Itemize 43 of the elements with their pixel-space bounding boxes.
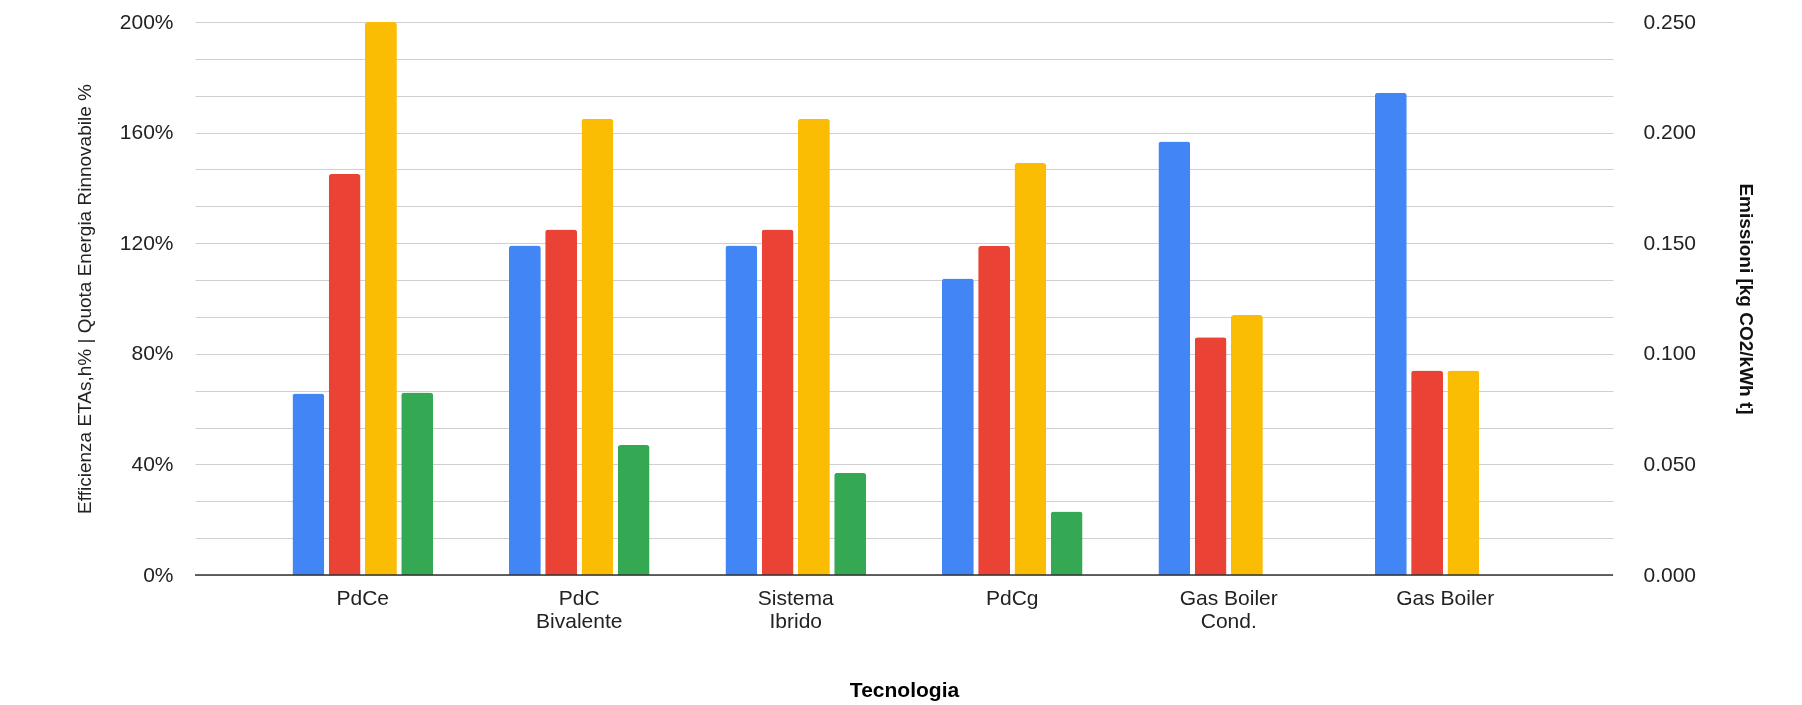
- y2-tick-label: 0.050: [1643, 451, 1697, 475]
- bar: [401, 392, 434, 575]
- bar: [1374, 92, 1407, 575]
- bar: [1194, 337, 1227, 575]
- bar: [364, 22, 397, 575]
- y-tick-label: 120%: [119, 230, 174, 254]
- y2-axis-title: Emissioni [kg CO2/kWh t]: [1736, 183, 1758, 415]
- bar: [581, 118, 614, 575]
- bar: [292, 393, 325, 575]
- x-axis-title: Tecnologia: [849, 677, 960, 701]
- bar: [978, 245, 1011, 575]
- bar: [1447, 370, 1480, 575]
- x-tick-label: Gas Boiler: [1396, 585, 1495, 609]
- bar: [941, 278, 974, 575]
- y2-tick-label: 0.250: [1643, 9, 1697, 33]
- x-tick-label: PdCg: [985, 585, 1039, 609]
- bar: [328, 174, 361, 575]
- y-tick-label: 160%: [119, 120, 174, 144]
- y2-tick-label: 0.000: [1643, 562, 1697, 586]
- bar: [725, 245, 758, 575]
- y-tick-label: 200%: [119, 9, 174, 33]
- bar: [1014, 163, 1047, 575]
- y2-tick-label: 0.150: [1643, 230, 1697, 254]
- y2-tick-label: 0.200: [1643, 120, 1697, 144]
- bar: [617, 445, 650, 575]
- bar: [1158, 141, 1191, 575]
- y-tick-label: 80%: [131, 341, 174, 365]
- y-axis-title: Efficienza ETAs,h% | Quota Energia Rinnovabile %: [73, 83, 95, 514]
- bar: [1230, 315, 1263, 575]
- y-tick-label: 0%: [143, 562, 174, 586]
- bar: [1411, 370, 1444, 575]
- y-tick-label: 40%: [131, 451, 174, 475]
- bar: [1050, 511, 1083, 575]
- bar: [797, 118, 830, 575]
- y2-tick-label: 0.100: [1643, 341, 1697, 365]
- bar: [508, 245, 541, 575]
- bar: [834, 472, 867, 575]
- bar: [761, 229, 794, 575]
- x-tick-label: Gas Boiler Cond.: [1179, 585, 1278, 632]
- x-tick-label: PdCe: [336, 585, 390, 609]
- bar: [545, 229, 578, 575]
- x-tick-label: PdC Bivalente: [536, 585, 623, 632]
- x-tick-label: Sistema Ibrido: [757, 585, 835, 632]
